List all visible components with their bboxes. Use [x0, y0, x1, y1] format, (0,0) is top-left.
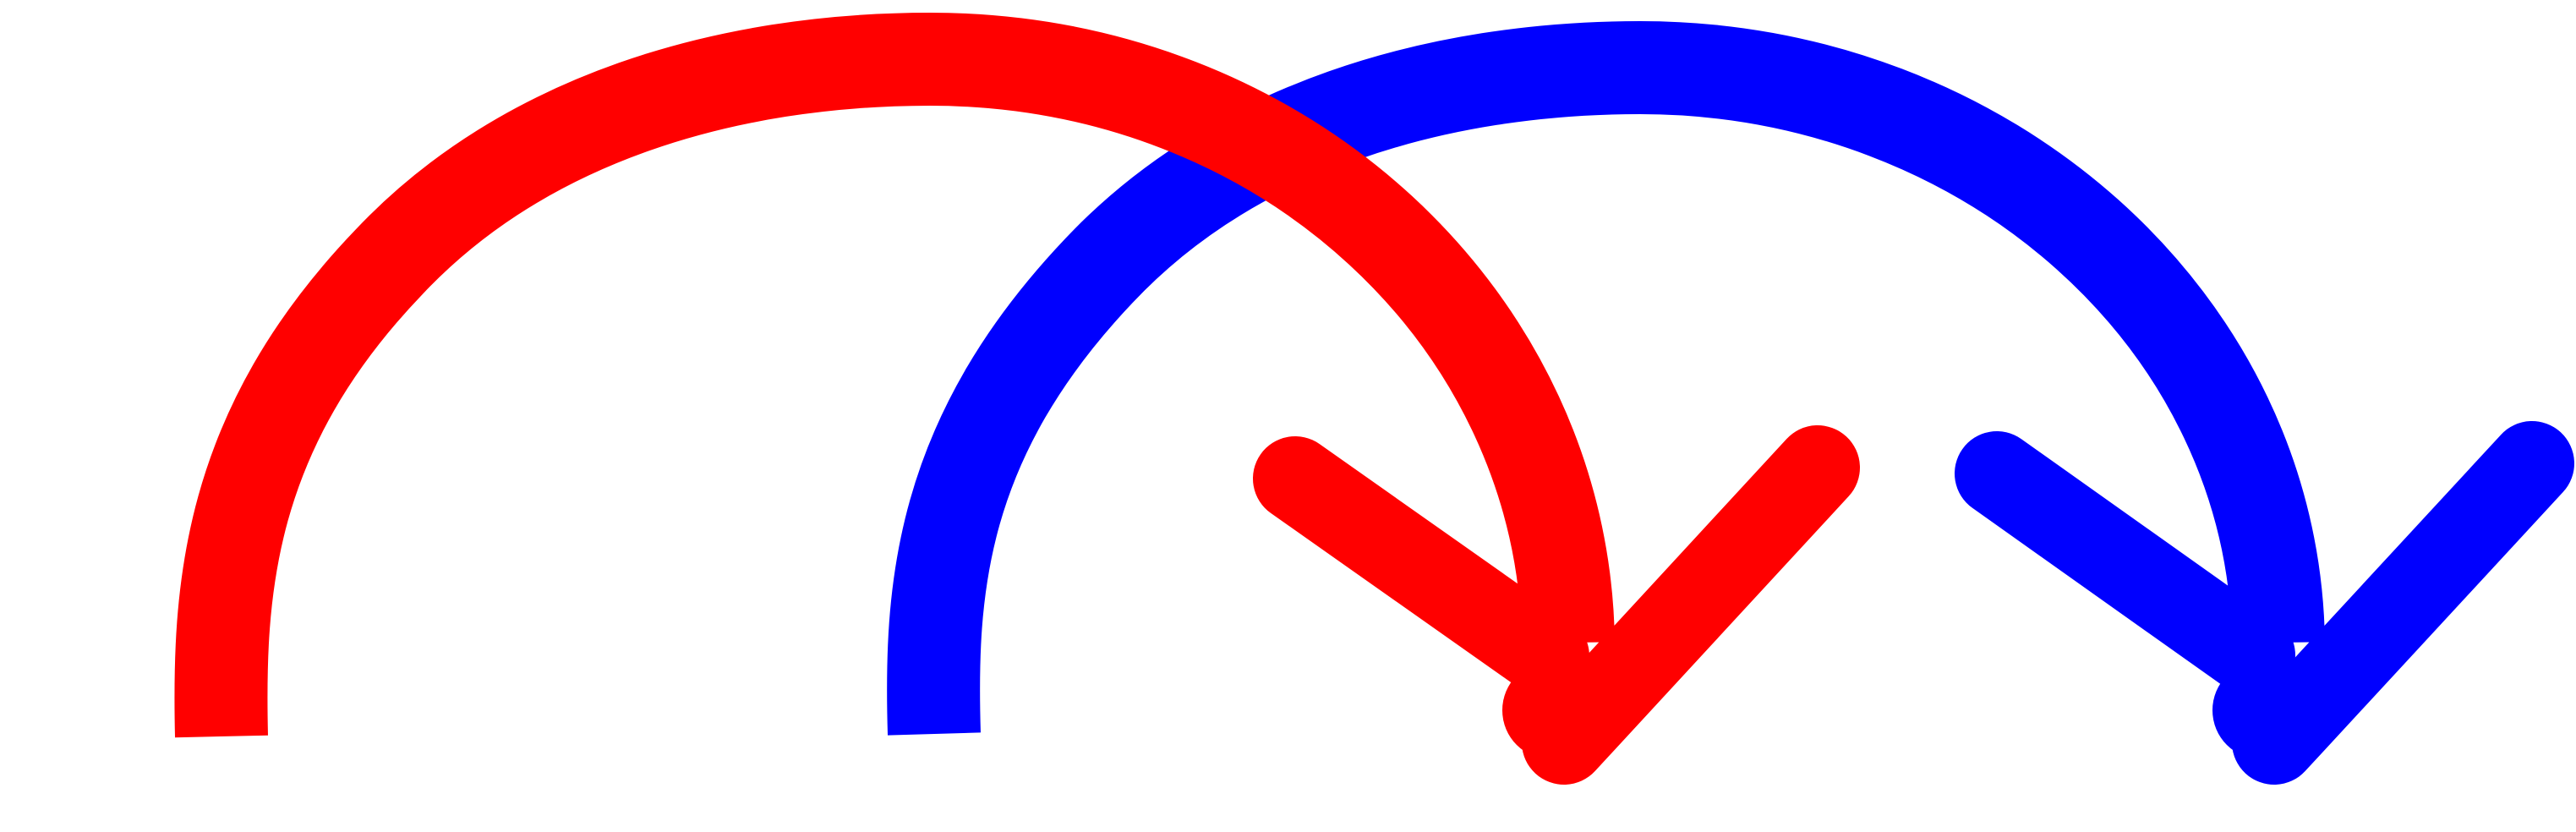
arrow-blue-left-barb: [1955, 431, 2295, 698]
arrow-blue-right-barb: [2232, 421, 2574, 785]
arrow-red-right-barb: [1522, 425, 1860, 785]
arrow-blue-shaft: [887, 21, 2325, 736]
arrow-red-shaft: [174, 13, 1615, 738]
arrow-blue-head: [2212, 661, 2311, 759]
curved-arrow-icon-red: [174, 13, 1860, 785]
curved-arrow-icon-blue: [887, 21, 2574, 785]
arrow-red-head: [1502, 661, 1600, 759]
arrow-red-left-barb: [1253, 436, 1589, 698]
